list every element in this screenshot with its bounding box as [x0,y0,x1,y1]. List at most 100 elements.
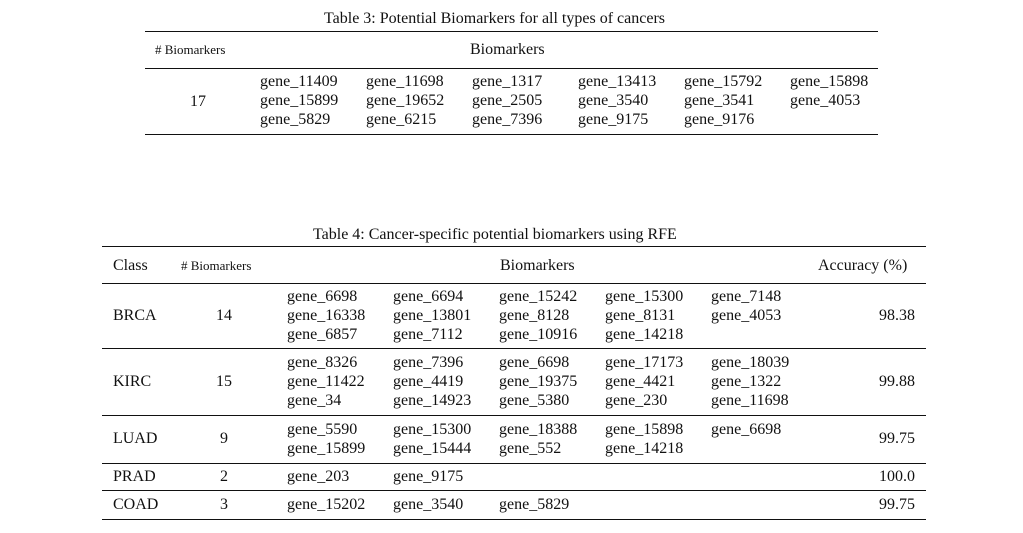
gene-cell: gene_8131 [605,307,676,324]
gene-cell: gene_7396 [472,111,543,128]
gene-cell: gene_15242 [499,288,578,305]
row-kirc-accuracy: 99.88 [879,373,915,390]
gene-cell: gene_6694 [393,288,464,305]
table4-top-rule [102,246,926,247]
gene-cell: gene_13801 [393,307,472,324]
gene-cell: gene_5380 [499,392,570,409]
table4-caption: Table 4: Cancer-specific potential bioma… [313,226,677,243]
gene-cell: gene_1317 [472,73,543,90]
gene-cell: gene_3540 [578,92,649,109]
row-prad-count: 2 [220,468,228,485]
gene-cell: gene_11422 [287,373,365,390]
gene-cell: gene_15444 [393,440,472,457]
gene-cell: gene_14218 [605,326,684,343]
row-kirc-count: 15 [216,373,232,390]
gene-cell: gene_7112 [393,326,463,343]
table3-bottom-rule [145,134,878,135]
gene-cell: gene_9175 [393,468,464,485]
row-coad-genes: gene_15202 gene_3540 gene_5829 [287,495,817,514]
row-separator [102,415,926,416]
gene-cell: gene_3540 [393,496,464,513]
gene-cell: gene_15202 [287,496,366,513]
row-prad-genes: gene_203 gene_9175 [287,467,817,486]
gene-cell: gene_4421 [605,373,676,390]
gene-cell: gene_9175 [578,111,649,128]
gene-cell: gene_11409 [260,73,338,90]
table3-caption: Table 3: Potential Biomarkers for all ty… [324,10,665,27]
table4-header-accuracy: Accuracy (%) [818,257,908,274]
gene-cell: gene_8326 [287,354,358,371]
table4-header-count: # Biomarkers [181,258,252,273]
gene-cell: gene_6215 [366,111,437,128]
gene-cell: gene_5590 [287,421,358,438]
gene-cell: gene_14218 [605,440,684,457]
gene-cell: gene_8128 [499,307,570,324]
gene-cell: gene_15792 [684,73,763,90]
table4-header-rule [102,283,926,284]
gene-cell: gene_6698 [287,288,358,305]
gene-cell: gene_18388 [499,421,578,438]
row-kirc-genes: gene_8326 gene_7396 gene_6698 gene_17173 gen… [287,353,817,410]
row-separator [102,463,926,464]
row-brca-count: 14 [216,307,232,324]
gene-cell: gene_15898 [790,73,869,90]
gene-cell: gene_7148 [711,288,782,305]
gene-cell: gene_17173 [605,354,684,371]
table3-header-rule [145,68,878,69]
gene-cell: gene_15300 [605,288,684,305]
row-prad-accuracy: 100.0 [879,468,915,485]
row-coad-count: 3 [220,496,228,513]
table4-bottom-rule [102,519,926,520]
table3-gene-grid: gene_11409 gene_11698 gene_1317 gene_13413 g… [260,72,896,129]
gene-cell: gene_10916 [499,326,578,343]
gene-cell: gene_19375 [499,373,578,390]
table3-header-count: # Biomarkers [155,42,226,57]
gene-cell: gene_15898 [605,421,684,438]
gene-cell: gene_15300 [393,421,472,438]
row-coad-accuracy: 99.75 [879,496,915,513]
table3-top-rule [145,31,878,32]
gene-cell: gene_6698 [711,421,782,438]
row-luad-accuracy: 99.75 [879,430,915,447]
gene-cell: gene_4419 [393,373,464,390]
gene-cell: gene_2505 [472,92,543,109]
gene-cell: gene_11698 [711,392,789,409]
gene-cell: gene_18039 [711,354,790,371]
gene-cell: gene_5829 [260,111,331,128]
gene-cell: gene_34 [287,392,342,409]
row-luad-class: LUAD [113,430,158,447]
gene-cell: gene_15899 [260,92,339,109]
gene-cell: gene_11698 [366,73,444,90]
gene-cell: gene_5829 [499,496,570,513]
gene-cell: gene_552 [499,440,562,457]
table3-header-biomarkers: Biomarkers [470,41,545,58]
gene-cell: gene_16338 [287,307,366,324]
gene-cell: gene_7396 [393,354,464,371]
row-coad-class: COAD [113,496,159,513]
gene-cell: gene_4053 [711,307,782,324]
gene-cell: gene_6698 [499,354,570,371]
row-brca-genes: gene_6698 gene_6694 gene_15242 gene_15300 ge… [287,287,817,344]
row-prad-class: PRAD [113,468,156,485]
gene-cell: gene_13413 [578,73,657,90]
gene-cell: gene_19652 [366,92,445,109]
gene-cell: gene_230 [605,392,668,409]
gene-cell: gene_3541 [684,92,755,109]
row-separator [102,490,926,491]
row-separator [102,348,926,349]
gene-cell: gene_14923 [393,392,472,409]
table4-header-class: Class [113,257,148,274]
gene-cell: gene_15899 [287,440,366,457]
gene-cell: gene_4053 [790,92,861,109]
gene-cell: gene_9176 [684,111,755,128]
row-brca-class: BRCA [113,307,157,324]
row-brca-accuracy: 98.38 [879,307,915,324]
row-luad-genes: gene_5590 gene_15300 gene_18388 gene_15898 g… [287,420,817,458]
table3-count: 17 [190,93,206,110]
gene-cell: gene_1322 [711,373,782,390]
gene-cell: gene_203 [287,468,350,485]
table4-header-biomarkers: Biomarkers [500,257,575,274]
row-luad-count: 9 [220,430,228,447]
row-kirc-class: KIRC [113,373,152,390]
gene-cell: gene_6857 [287,326,358,343]
